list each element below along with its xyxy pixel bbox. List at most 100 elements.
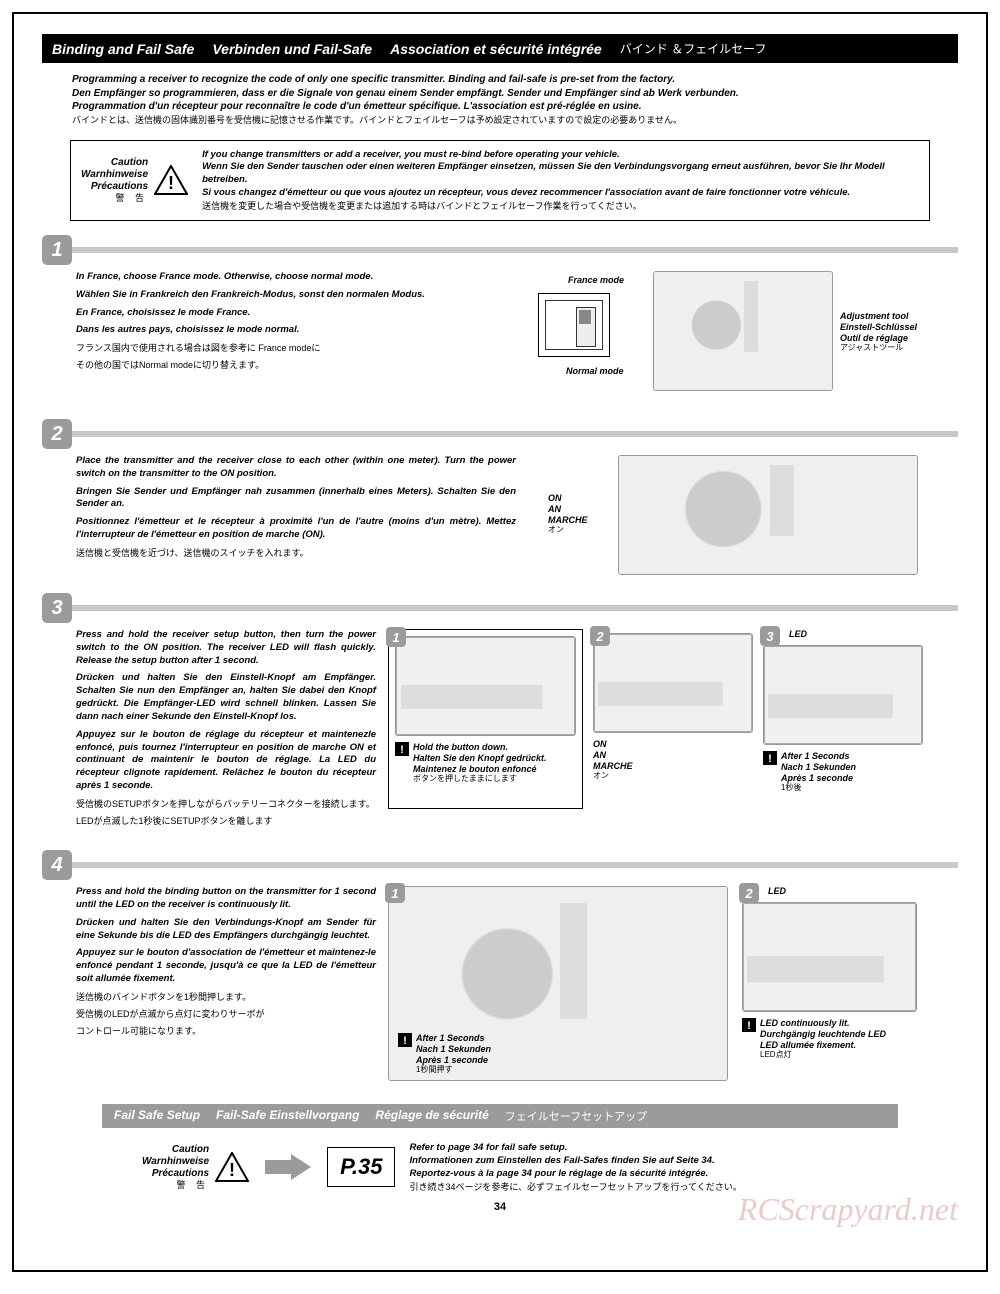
sub2-on-de: AN (593, 750, 753, 761)
page-reference: P.35 (327, 1147, 395, 1187)
fs-en: Refer to page 34 for fail safe setup. (409, 1142, 741, 1155)
step-2: 2 Place the transmitter and the receiver… (42, 419, 958, 575)
sub3-de: Nach 1 Sekunden (781, 762, 856, 773)
step4-fr: Appuyez sur le bouton d'association de l… (76, 947, 376, 985)
led-label: LED (768, 886, 786, 897)
intro-fr: Programmation d'un récepteur pour reconn… (72, 100, 928, 114)
step-number: 3 (42, 593, 72, 623)
section-header: Binding and Fail Safe Verbinden und Fail… (42, 34, 958, 63)
s4sub1-en: After 1 Seconds (416, 1033, 491, 1044)
step3-jp1: 受信機のSETUPボタンを押しながらバッテリーコネクターを接続します。 (76, 798, 376, 810)
svg-text:!: ! (168, 173, 174, 193)
receiver-led-diagram (763, 645, 923, 745)
step3-sub2: 2 ON AN MARCHE オン (593, 629, 753, 809)
step1-de: Wählen Sie in Frankreich den Frankreich-… (76, 289, 446, 302)
step1-fr-bold: En France, choisissez le mode France. (76, 307, 446, 320)
sub1-en: Hold the button down. (413, 742, 547, 753)
caution-text-fr: Si vous changez d'émetteur ou que vous a… (202, 187, 919, 200)
s4sub2-fr: LED allumée fixement. (760, 1040, 886, 1051)
step-divider (68, 605, 958, 611)
header-jp: バインド ＆フェイルセーフ (620, 40, 767, 57)
caution-header: Caution Warnhinweise Précautions 警 告 ! (81, 157, 188, 204)
caution-fr: Précautions (81, 181, 148, 193)
caution-box: Caution Warnhinweise Précautions 警 告 ! I… (70, 140, 930, 221)
step-number: 1 (42, 235, 72, 265)
fs-title-en: Fail Safe Setup (114, 1108, 200, 1124)
sub1-fr: Maintenez le bouton enfoncé (413, 764, 547, 775)
normal-mode-label: Normal mode (566, 366, 624, 377)
fs-jp: 引き続き34ページを参考に、必ずフェイルセーフセットアップを行ってください。 (409, 1181, 741, 1193)
step1-en: In France, choose France mode. Otherwise… (76, 271, 446, 284)
fs-title-jp: フェイルセーフセットアップ (505, 1108, 647, 1124)
step4-jp2: 受信機のLEDが点滅から点灯に変わりサーボが (76, 1008, 376, 1020)
exclamation-icon: ! (763, 751, 777, 765)
caution-en: Caution (142, 1144, 209, 1156)
caution-fr: Précautions (142, 1168, 209, 1180)
step-4: 4 Press and hold the binding button on t… (42, 850, 958, 1086)
svg-text:!: ! (768, 753, 772, 765)
led-label: LED (789, 629, 807, 640)
s4sub1-jp: 1秒間押す (416, 1065, 491, 1075)
sub1-de: Halten Sie den Knopf gedrückt. (413, 753, 547, 764)
step4-jp1: 送信機のバインドボタンを1秒間押します。 (76, 991, 376, 1003)
s4sub2-de: Durchgängig leuchtende LED (760, 1029, 886, 1040)
sub-number: 2 (590, 626, 610, 646)
on-jp: オン (548, 525, 588, 535)
receiver-led-lit-diagram (742, 902, 917, 1012)
sub-number: 1 (385, 883, 405, 903)
s4sub1-de: Nach 1 Sekunden (416, 1044, 491, 1055)
step3-sub3: 3 LED ! After 1 Seconds Nach 1 Sekunden … (763, 629, 923, 809)
page-number: 34 (42, 1201, 958, 1213)
step-1: 1 In France, choose France mode. Otherwi… (42, 235, 958, 401)
intro-text: Programming a receiver to recognize the … (42, 63, 958, 134)
on-en: ON (548, 493, 588, 504)
step3-sub1: 1 ! Hold the button down. Halten Sie den… (388, 629, 583, 809)
exclamation-icon: ! (742, 1018, 756, 1032)
fs-title-fr: Réglage de sécurité (375, 1108, 488, 1124)
svg-text:!: ! (229, 1160, 235, 1180)
france-mode-label: France mode (568, 275, 624, 286)
caution-text-en: If you change transmitters or add a rece… (202, 149, 919, 162)
step1-fr: Dans les autres pays, choisissez le mode… (76, 324, 446, 337)
transmitter-on-diagram (618, 455, 918, 575)
step-3: 3 Press and hold the receiver setup butt… (42, 593, 958, 832)
caution-text-de: Wenn Sie den Sender tauschen oder einen … (202, 161, 919, 187)
sub2-on-jp: オン (593, 771, 753, 781)
on-de: AN (548, 504, 588, 515)
sub1-jp: ボタンを押したままにします (413, 774, 547, 784)
step1-jp2: その他の国ではNormal modeに切り替えます。 (76, 359, 446, 371)
intro-de: Den Empfänger so programmieren, dass er … (72, 87, 928, 101)
tool-fr: Outil de réglage (840, 333, 917, 344)
warning-triangle-icon: ! (215, 1152, 249, 1182)
arrow-right-icon (263, 1152, 313, 1182)
tool-de: Einstell-Schlüssel (840, 322, 917, 333)
step4-sub1: 1 ! After 1 Seconds Nach 1 Sekunden Aprè… (388, 886, 728, 1081)
sub3-fr: Après 1 seconde (781, 773, 856, 784)
step-number: 4 (42, 850, 72, 880)
svg-text:!: ! (747, 1020, 751, 1032)
header-fr: Association et sécurité intégrée (390, 41, 602, 57)
on-fr: MARCHE (548, 515, 588, 526)
step4-en: Press and hold the binding button on the… (76, 886, 376, 912)
step-divider (68, 247, 958, 253)
step2-en: Place the transmitter and the receiver c… (76, 455, 516, 481)
header-de: Verbinden und Fail-Safe (212, 41, 372, 57)
tool-en: Adjustment tool (840, 311, 917, 322)
caution-text-jp: 送信機を変更した場合や受信機を変更または追加する時はバインドとフェイルセーフ作業… (202, 200, 919, 212)
step3-fr: Appuyez sur le bouton de réglage du réce… (76, 729, 376, 793)
s4sub2-jp: LED点灯 (760, 1050, 886, 1060)
caution-jp: 警 告 (81, 193, 148, 204)
sub-number: 1 (386, 627, 406, 647)
caution-header: Caution Warnhinweise Précautions 警 告 ! (142, 1144, 249, 1191)
exclamation-icon: ! (398, 1033, 412, 1047)
caution-de: Warnhinweise (81, 169, 148, 181)
receiver-diagram (395, 636, 576, 736)
mode-switch-diagram (538, 293, 610, 357)
svg-text:!: ! (400, 744, 404, 756)
step4-de: Drücken und halten Sie den Verbindungs-K… (76, 917, 376, 943)
s4sub2-en: LED continuously lit. (760, 1018, 886, 1029)
caution-de: Warnhinweise (142, 1156, 209, 1168)
caution-body: If you change transmitters or add a rece… (202, 149, 919, 212)
receiver-battery-diagram (593, 633, 753, 733)
intro-jp: バインドとは、送信機の固体識別番号を受信機に記憶させる作業です。バインドとフェイ… (72, 114, 928, 126)
